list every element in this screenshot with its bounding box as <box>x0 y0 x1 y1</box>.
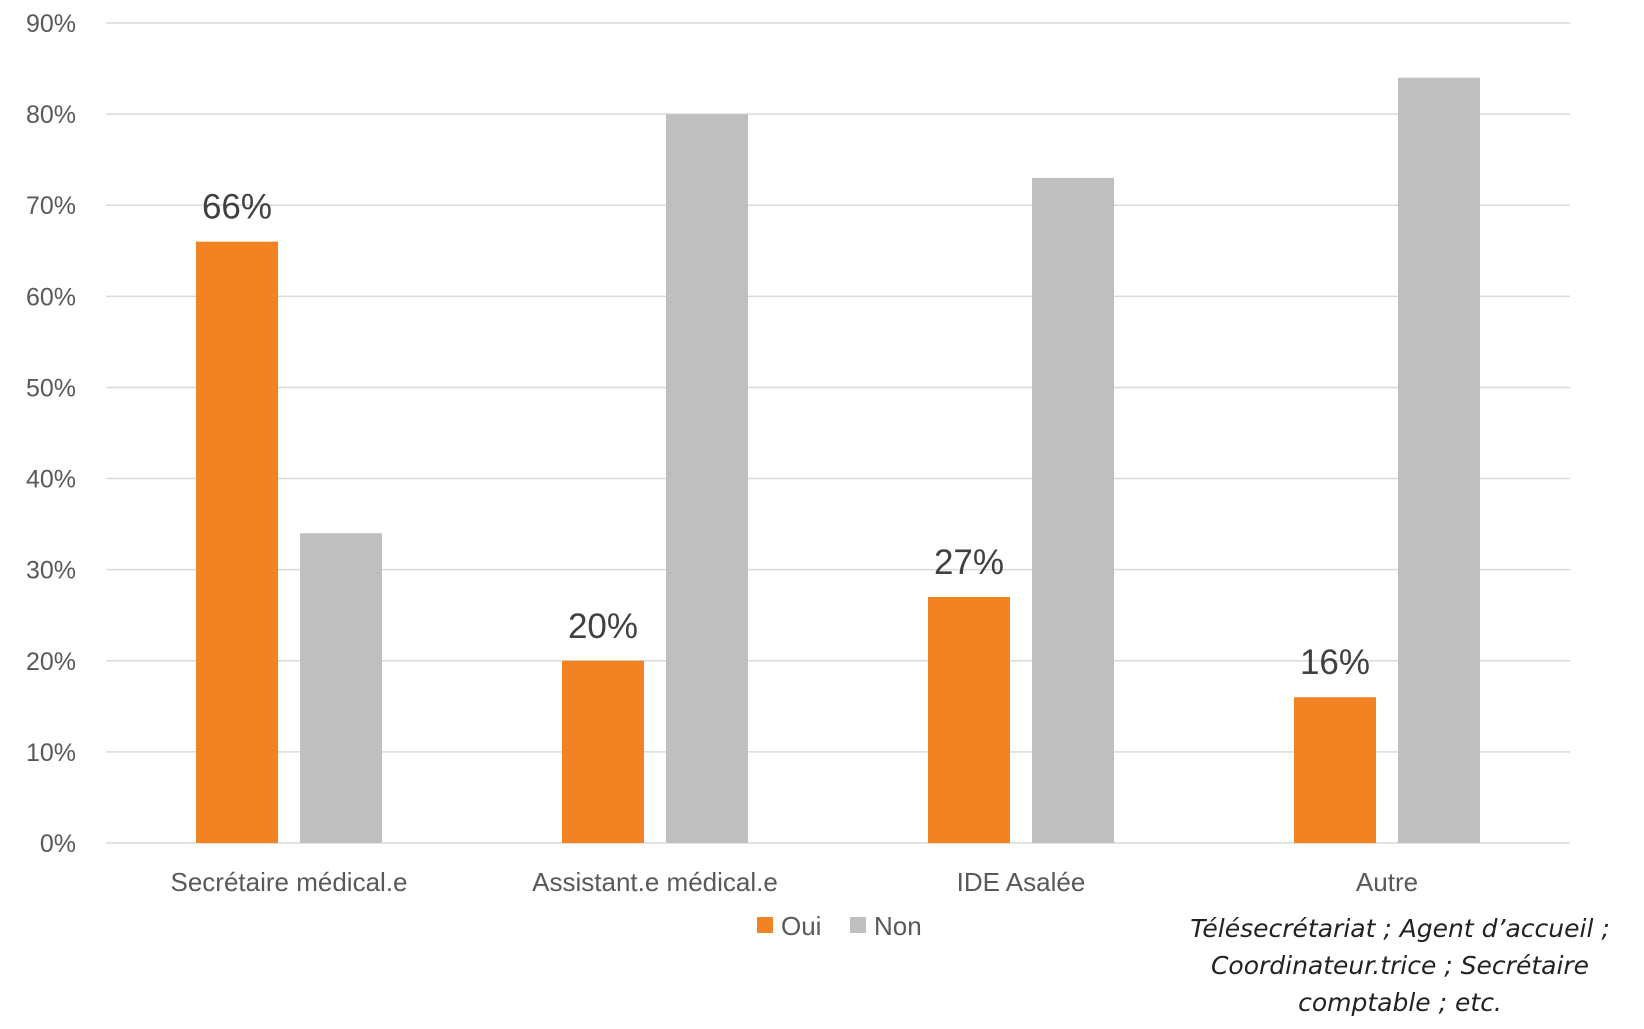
legend-swatch-oui <box>757 917 773 933</box>
autre-note: Télésecrétariat ; Agent d’accueil ; Coor… <box>1165 910 1635 1021</box>
legend-label: Non <box>874 911 922 941</box>
data-label: 16% <box>1300 643 1370 682</box>
bar-non <box>300 533 382 843</box>
bar-oui <box>196 241 278 843</box>
note-line: Coordinateur.trice ; Secrétaire <box>1210 951 1590 980</box>
y-tick-label: 60% <box>26 283 76 311</box>
bar-oui <box>928 597 1010 843</box>
y-tick-label: 90% <box>26 10 76 38</box>
legend-label: Oui <box>781 911 821 941</box>
bar-oui <box>562 660 644 843</box>
data-label: 27% <box>934 543 1004 582</box>
y-tick-label: 20% <box>26 648 76 676</box>
bar-oui <box>1294 697 1376 843</box>
data-label: 66% <box>202 188 272 227</box>
y-tick-label: 10% <box>26 739 76 767</box>
y-tick-label: 30% <box>26 557 76 585</box>
data-label: 20% <box>568 607 638 646</box>
bar-non <box>666 114 748 844</box>
note-line: Télésecrétariat ; Agent d’accueil ; <box>1190 914 1610 943</box>
y-tick-label: 80% <box>26 101 76 129</box>
y-tick-label: 40% <box>26 466 76 494</box>
y-tick-label: 0% <box>40 830 76 858</box>
x-tick-label: IDE Asalée <box>957 867 1086 897</box>
y-tick-label: 70% <box>26 192 76 220</box>
x-tick-label: Secrétaire médical.e <box>171 867 408 897</box>
bar-non <box>1398 77 1480 843</box>
x-tick-label: Autre <box>1356 867 1418 897</box>
y-tick-label: 50% <box>26 374 76 402</box>
note-line: comptable ; etc. <box>1298 988 1502 1017</box>
legend-swatch-non <box>850 917 866 933</box>
bar-non <box>1032 177 1114 843</box>
x-tick-label: Assistant.e médical.e <box>532 867 778 897</box>
